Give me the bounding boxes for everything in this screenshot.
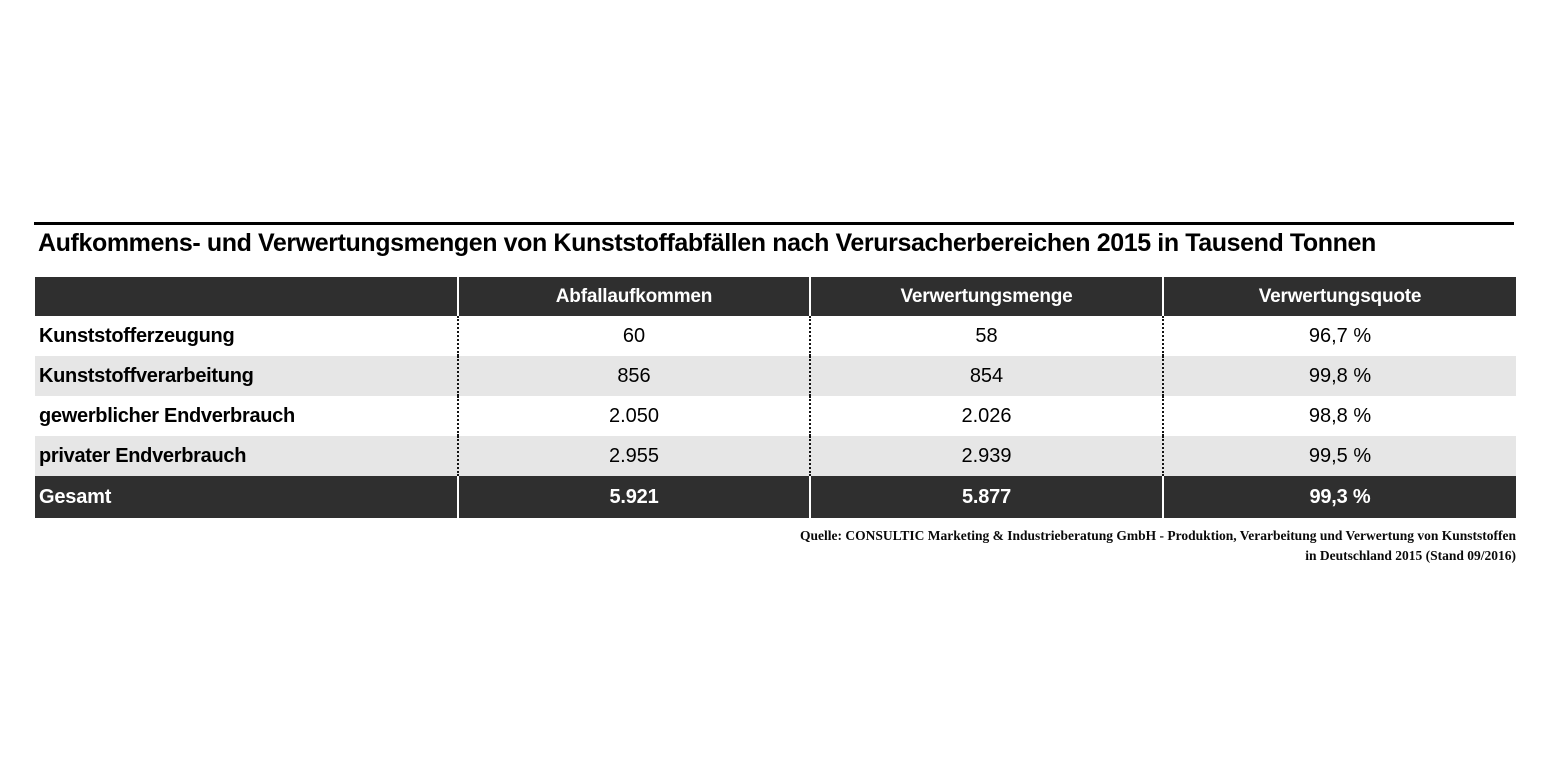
title-top-rule (34, 222, 1514, 225)
cell-value: 2.939 (809, 436, 1162, 476)
cell-value: 58 (809, 316, 1162, 356)
table-header-row: Abfallaufkommen Verwertungsmenge Verwert… (35, 277, 1516, 316)
total-label: Gesamt (35, 476, 457, 518)
table-row: Kunststofferzeugung 60 58 96,7 % (35, 316, 1516, 356)
statistics-table: Abfallaufkommen Verwertungsmenge Verwert… (35, 277, 1516, 518)
page-title: Aufkommens- und Verwertungsmengen von Ku… (38, 229, 1376, 257)
cell-value: 96,7 % (1162, 316, 1516, 356)
cell-value: 99,8 % (1162, 356, 1516, 396)
total-value: 5.921 (457, 476, 809, 518)
table-row: privater Endverbrauch 2.955 2.939 99,5 % (35, 436, 1516, 476)
total-value: 5.877 (809, 476, 1162, 518)
header-cell-verwertungsquote: Verwertungsquote (1162, 277, 1516, 316)
row-label: Kunststoffverarbeitung (35, 356, 457, 396)
source-line-1: Quelle: CONSULTIC Marketing & Industrieb… (800, 528, 1516, 543)
cell-value: 2.050 (457, 396, 809, 436)
header-cell-category (35, 277, 457, 316)
row-label: privater Endverbrauch (35, 436, 457, 476)
cell-value: 2.026 (809, 396, 1162, 436)
header-cell-abfallaufkommen: Abfallaufkommen (457, 277, 809, 316)
cell-value: 99,5 % (1162, 436, 1516, 476)
row-label: gewerblicher Endverbrauch (35, 396, 457, 436)
total-value: 99,3 % (1162, 476, 1516, 518)
cell-value: 854 (809, 356, 1162, 396)
table-row: gewerblicher Endverbrauch 2.050 2.026 98… (35, 396, 1516, 436)
table-row: Kunststoffverarbeitung 856 854 99,8 % (35, 356, 1516, 396)
cell-value: 98,8 % (1162, 396, 1516, 436)
cell-value: 2.955 (457, 436, 809, 476)
source-note: Quelle: CONSULTIC Marketing & Industrieb… (800, 526, 1516, 566)
header-cell-verwertungsmenge: Verwertungsmenge (809, 277, 1162, 316)
table-total-row: Gesamt 5.921 5.877 99,3 % (35, 476, 1516, 518)
cell-value: 856 (457, 356, 809, 396)
cell-value: 60 (457, 316, 809, 356)
source-line-2: in Deutschland 2015 (Stand 09/2016) (1305, 548, 1516, 563)
row-label: Kunststofferzeugung (35, 316, 457, 356)
